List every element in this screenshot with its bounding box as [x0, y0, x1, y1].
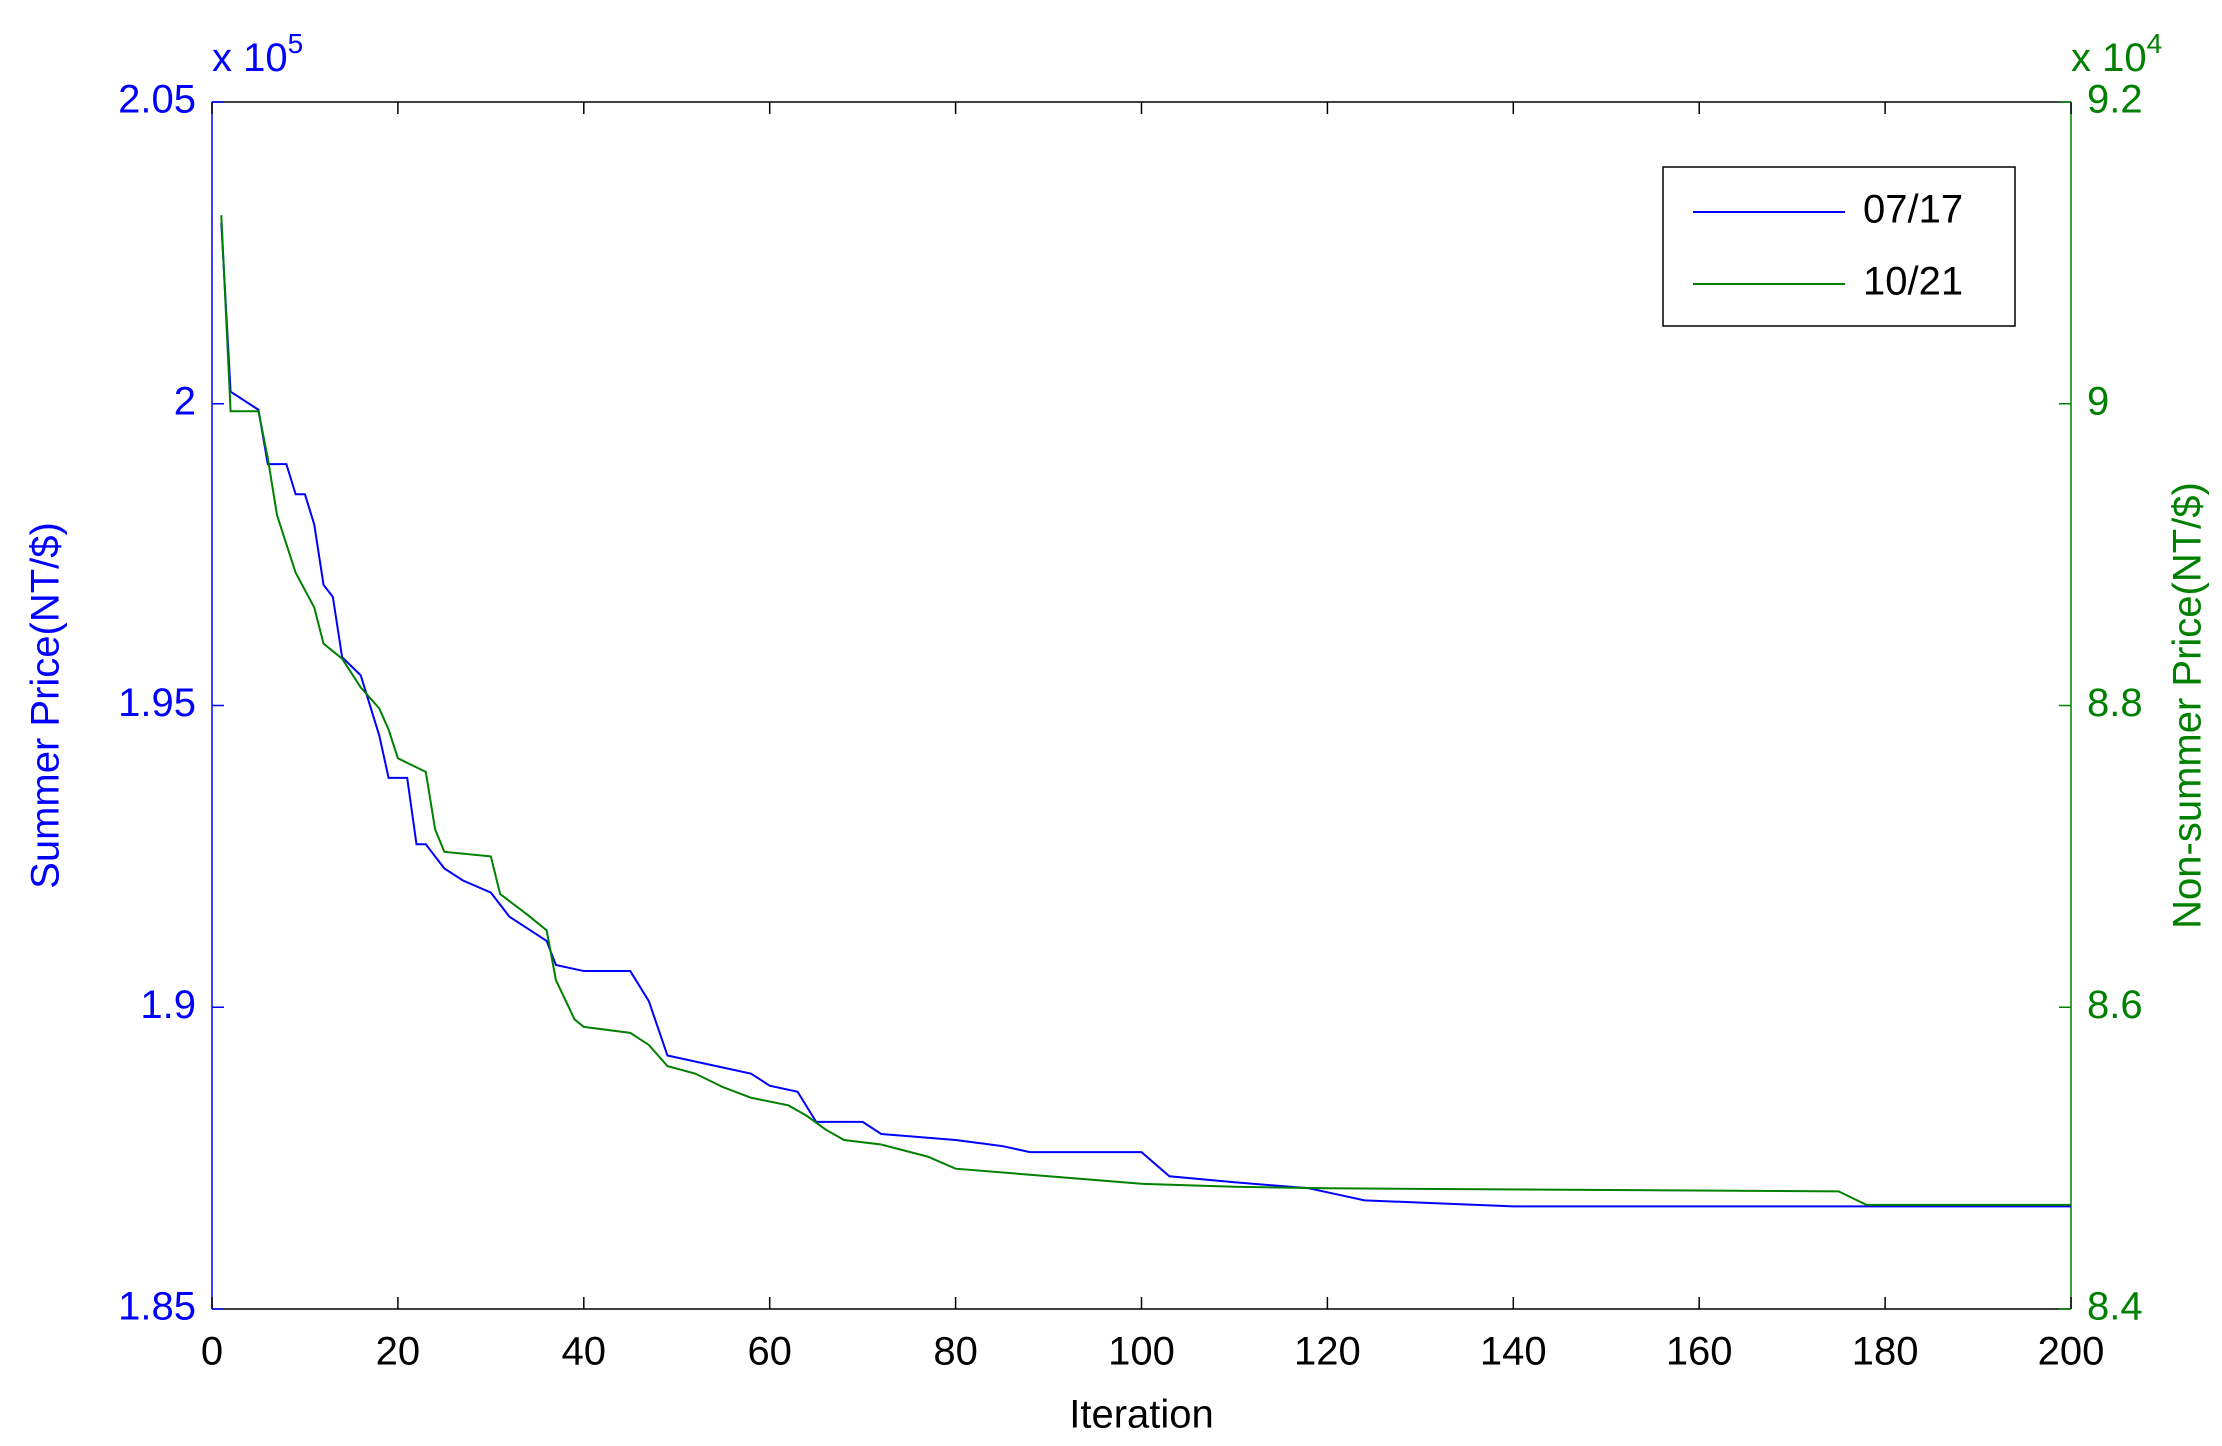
y-tick-label: 2.05 — [118, 78, 196, 122]
data-line — [220, 215, 2071, 1206]
y2-tick-label: 9 — [2087, 379, 2109, 423]
y-tick-label: 2 — [174, 379, 196, 423]
y2-axis-label: Non-summer Price(NT/$) — [2166, 482, 2210, 929]
y2-tick-label: 8.8 — [2087, 681, 2143, 725]
y-axis-label: Summer Price(NT/$) — [24, 522, 68, 889]
x-tick-label: 100 — [1108, 1330, 1175, 1374]
x-tick-label: 40 — [562, 1330, 607, 1374]
y2-tick-label: 8.4 — [2087, 1285, 2143, 1329]
x-tick-label: 180 — [1852, 1330, 1919, 1374]
y2-multiplier-base: x 10 — [2071, 36, 2147, 80]
y-tick-label: 1.95 — [118, 681, 196, 725]
x-tick-label: 60 — [747, 1330, 792, 1374]
y2-multiplier-exponent: 4 — [2147, 28, 2163, 59]
y2-tick-label: 9.2 — [2087, 78, 2143, 122]
y-multiplier-base: x 10 — [212, 36, 288, 80]
x-tick-label: 120 — [1294, 1330, 1361, 1374]
x-tick-label: 20 — [376, 1330, 421, 1374]
y-tick-label: 1.85 — [118, 1285, 196, 1329]
y-tick-label: 1.9 — [140, 983, 196, 1027]
x-axis-label: Iteration — [1069, 1393, 1214, 1437]
legend-box — [1662, 166, 2016, 327]
y-multiplier: x 105 — [212, 28, 303, 79]
x-tick-label: 160 — [1666, 1330, 1733, 1374]
y-multiplier-exponent: 5 — [288, 28, 304, 59]
legend-label: 07/17 — [1863, 188, 1963, 232]
x-tick-label: 0 — [201, 1330, 223, 1374]
y2-multiplier: x 104 — [2071, 28, 2162, 79]
legend-label: 10/21 — [1863, 260, 1963, 304]
y2-tick-label: 8.6 — [2087, 983, 2143, 1027]
x-tick-label: 140 — [1480, 1330, 1547, 1374]
x-tick-label: 200 — [2038, 1330, 2105, 1374]
x-tick-label: 80 — [933, 1330, 978, 1374]
